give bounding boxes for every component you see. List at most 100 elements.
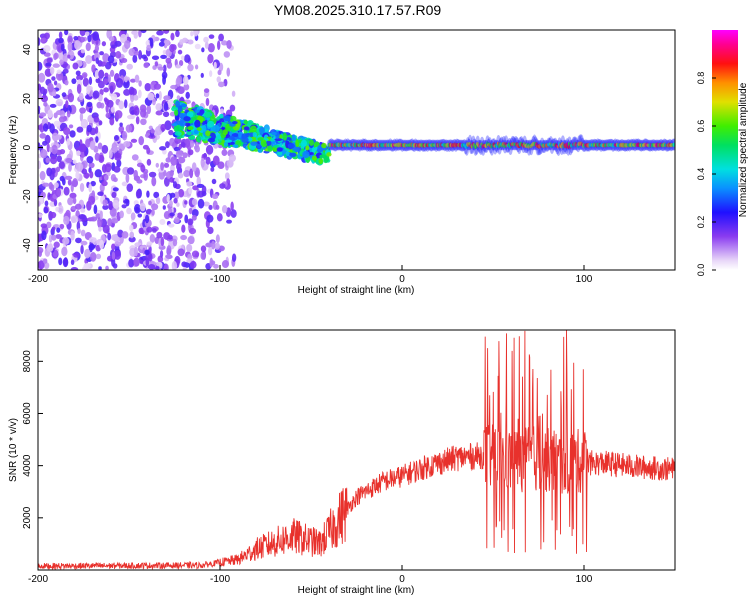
spectrogram-cell [177,172,184,179]
spectrogram-cell [68,124,74,129]
spectrogram-cell [63,186,70,196]
spectrogram-cell [92,90,100,99]
spectrogram-cell [114,110,123,119]
spectrogram-cell [46,243,54,252]
spectrogram-cell [39,86,46,95]
spectrogram-cell [94,152,100,161]
spectrogram-cell [98,154,105,163]
spectrogram-cell [215,234,220,243]
spectrogram-cell [58,31,63,39]
spectrogram-cell [49,66,55,75]
spectrogram-cell [56,69,62,75]
spectrogram-cell [98,120,103,126]
spectrogram-cell [182,152,188,159]
spectrogram-cell [217,161,225,169]
spectrogram-cell [93,204,98,215]
spectrogram-cell [141,54,147,59]
spectrogram-cell [121,231,129,239]
spectrogram-cell [72,197,77,205]
spectrogram-cell [129,224,134,232]
spectrogram-cell [168,199,173,207]
spectrogram-cell [46,143,50,153]
spectrogram-cell [128,258,135,268]
spectrogram-cell [110,234,119,241]
spectrogram-cell [223,51,231,58]
spectrogram-cell [72,159,77,164]
spectrogram-cell [194,43,201,50]
spectrogram-cell [223,141,228,147]
spectrogram-cell [252,132,258,138]
spectrogram-cell [160,123,166,132]
spectrogram-cell [39,133,47,139]
spectrogram-cell [144,214,150,224]
spectrogram-cell [101,41,107,47]
spectrogram-cell [173,109,179,116]
spectrogram-cell [202,125,207,132]
snr-ytick-label: 2000 [22,506,33,529]
spectrogram-cell [138,135,145,146]
spectrogram-cell [143,62,149,69]
spectrogram-cell [51,91,57,97]
spectrogram-cell [187,218,194,226]
spectrogram-cell [105,112,111,119]
spectrogram-cell [159,218,166,226]
spectrogram-cell [179,112,185,119]
snr-x-axis: -200 -100 0 100 [28,565,593,585]
snr-xtick-label: 100 [576,574,593,585]
spectrogram-cell [191,208,199,217]
spectrogram-cell [191,162,197,172]
spectrogram-cell [167,99,175,109]
spectrogram-cell [116,159,122,168]
spectrogram-cell [189,260,197,269]
spectrogram-cell [78,214,86,220]
spectrogram-cell [205,144,214,155]
spectrogram-cell [205,97,210,107]
spectrogram-cell [160,236,165,247]
spectrogram-cell [149,234,156,243]
spectrogram-cell [169,212,175,217]
spectrogram-cell [182,75,189,86]
spectrogram-cell [156,231,163,239]
spectrogram-cell [321,142,327,149]
spectrogram-cell [167,207,173,214]
spectrogram-cell [67,179,72,186]
spectrogram-cell [88,183,92,193]
spectrogram-cell [107,232,112,241]
spectrogram-cell [43,44,51,53]
spectrogram-cell [111,44,116,49]
spectrogram-cell [177,248,185,257]
spectrogram-cell [70,267,79,270]
spectrogram-cell [226,67,231,77]
spectrogram-cell [76,150,81,157]
spectrogram-cell [157,66,165,71]
spectrogram-cell [207,226,214,235]
spectrogram-cell [62,53,68,63]
spectrogram-cell [43,101,48,107]
spectrogram-cell [43,206,49,214]
spectrogram-cell [79,112,84,122]
spectrogram-cell [119,122,123,127]
spectrogram-cell [187,39,194,45]
spectrogram-cell [38,250,42,258]
spectrogram-cell [61,246,68,257]
spectrogram-cell [132,94,139,101]
spectrogram-cell [223,115,231,122]
spectrogram-cell [38,72,46,83]
spectrogram-cell [68,162,72,172]
spectrogram-cell [163,211,171,220]
spectrogram-cell [111,191,117,199]
spectrogram-cell [187,235,195,245]
spectrogram-cell [309,151,314,156]
spectrogram-cell [243,119,248,125]
spectrogram-cell [209,70,213,78]
spectrogram-cell [49,123,55,134]
spectrogram-cell [110,106,115,113]
spectrogram-xtick-label: 100 [576,274,593,285]
spectrogram-cell [78,92,84,101]
spectrogram-ytick-label: -40 [22,238,33,253]
spectrogram-cell [98,226,102,232]
spectrogram-cell [41,230,47,241]
spectrogram-cell [79,107,86,114]
spectrogram-cell [210,166,215,172]
spectrogram-cell [193,129,199,135]
